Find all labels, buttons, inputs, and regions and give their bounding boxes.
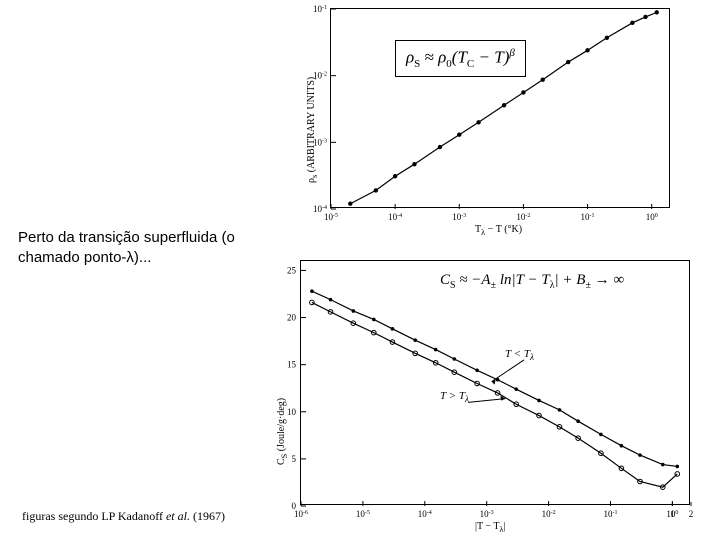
chart1-plot: 10-510-410-310-210-110010-410-310-210-1 [331, 9, 671, 209]
svg-text:5: 5 [292, 454, 297, 464]
chart1-superfluid-density: 10-510-410-310-210-110010-410-310-210-1 [330, 8, 670, 208]
chart2-formula: CS ≈ −A± ln|T − Tλ| + B± → ∞ [440, 272, 624, 291]
svg-text:10-5: 10-5 [356, 509, 370, 519]
svg-text:10-2: 10-2 [516, 212, 530, 222]
chart1-xlabel: Tλ − T (°K) [475, 224, 522, 237]
svg-text:2: 2 [689, 509, 694, 519]
svg-text:25: 25 [287, 265, 297, 275]
citation-italic: et al. [166, 509, 190, 523]
chart2-xlabel: |T − Tλ| [475, 521, 506, 534]
svg-text:10-2: 10-2 [542, 509, 556, 519]
svg-text:10-1: 10-1 [313, 4, 327, 14]
chart2-annot-below: T < Tλ [505, 348, 534, 362]
svg-text:10-3: 10-3 [480, 509, 494, 519]
svg-text:20: 20 [287, 313, 297, 323]
left-line1: Perto da transição superfluida (o [18, 229, 235, 246]
left-description: Perto da transição superfluida (o chamad… [18, 228, 235, 269]
svg-text:10-4: 10-4 [388, 212, 402, 222]
svg-text:10-6: 10-6 [294, 509, 308, 519]
svg-text:10-1: 10-1 [603, 509, 617, 519]
svg-text:10-1: 10-1 [581, 212, 595, 222]
chart1-formula: ρS ≈ ρ0(TC − T)β [395, 40, 526, 77]
chart2-specific-heat: 10-610-510-410-310-210-1100120510152025 [300, 260, 690, 505]
chart2-annot-above: T > Tλ [440, 390, 469, 404]
svg-text:10-3: 10-3 [452, 212, 466, 222]
chart1-ylabel: ρs (ARBITRARY UNITS) [306, 77, 319, 183]
chart2-plot: 10-610-510-410-310-210-1100120510152025 [301, 261, 691, 506]
left-line2: chamado ponto-λ)... [18, 249, 151, 266]
chart2-ylabel: CS (Joule/g·deg) [276, 398, 289, 465]
svg-text:10-4: 10-4 [418, 509, 432, 519]
citation-prefix: figuras segundo LP Kadanoff [22, 509, 166, 523]
svg-text:0: 0 [292, 501, 297, 511]
citation: figuras segundo LP Kadanoff et al. (1967… [22, 509, 225, 524]
citation-suffix: (1967) [190, 509, 225, 523]
svg-text:100: 100 [646, 212, 658, 222]
svg-text:10-5: 10-5 [324, 212, 338, 222]
svg-text:15: 15 [287, 360, 297, 370]
svg-text:1: 1 [670, 509, 675, 519]
